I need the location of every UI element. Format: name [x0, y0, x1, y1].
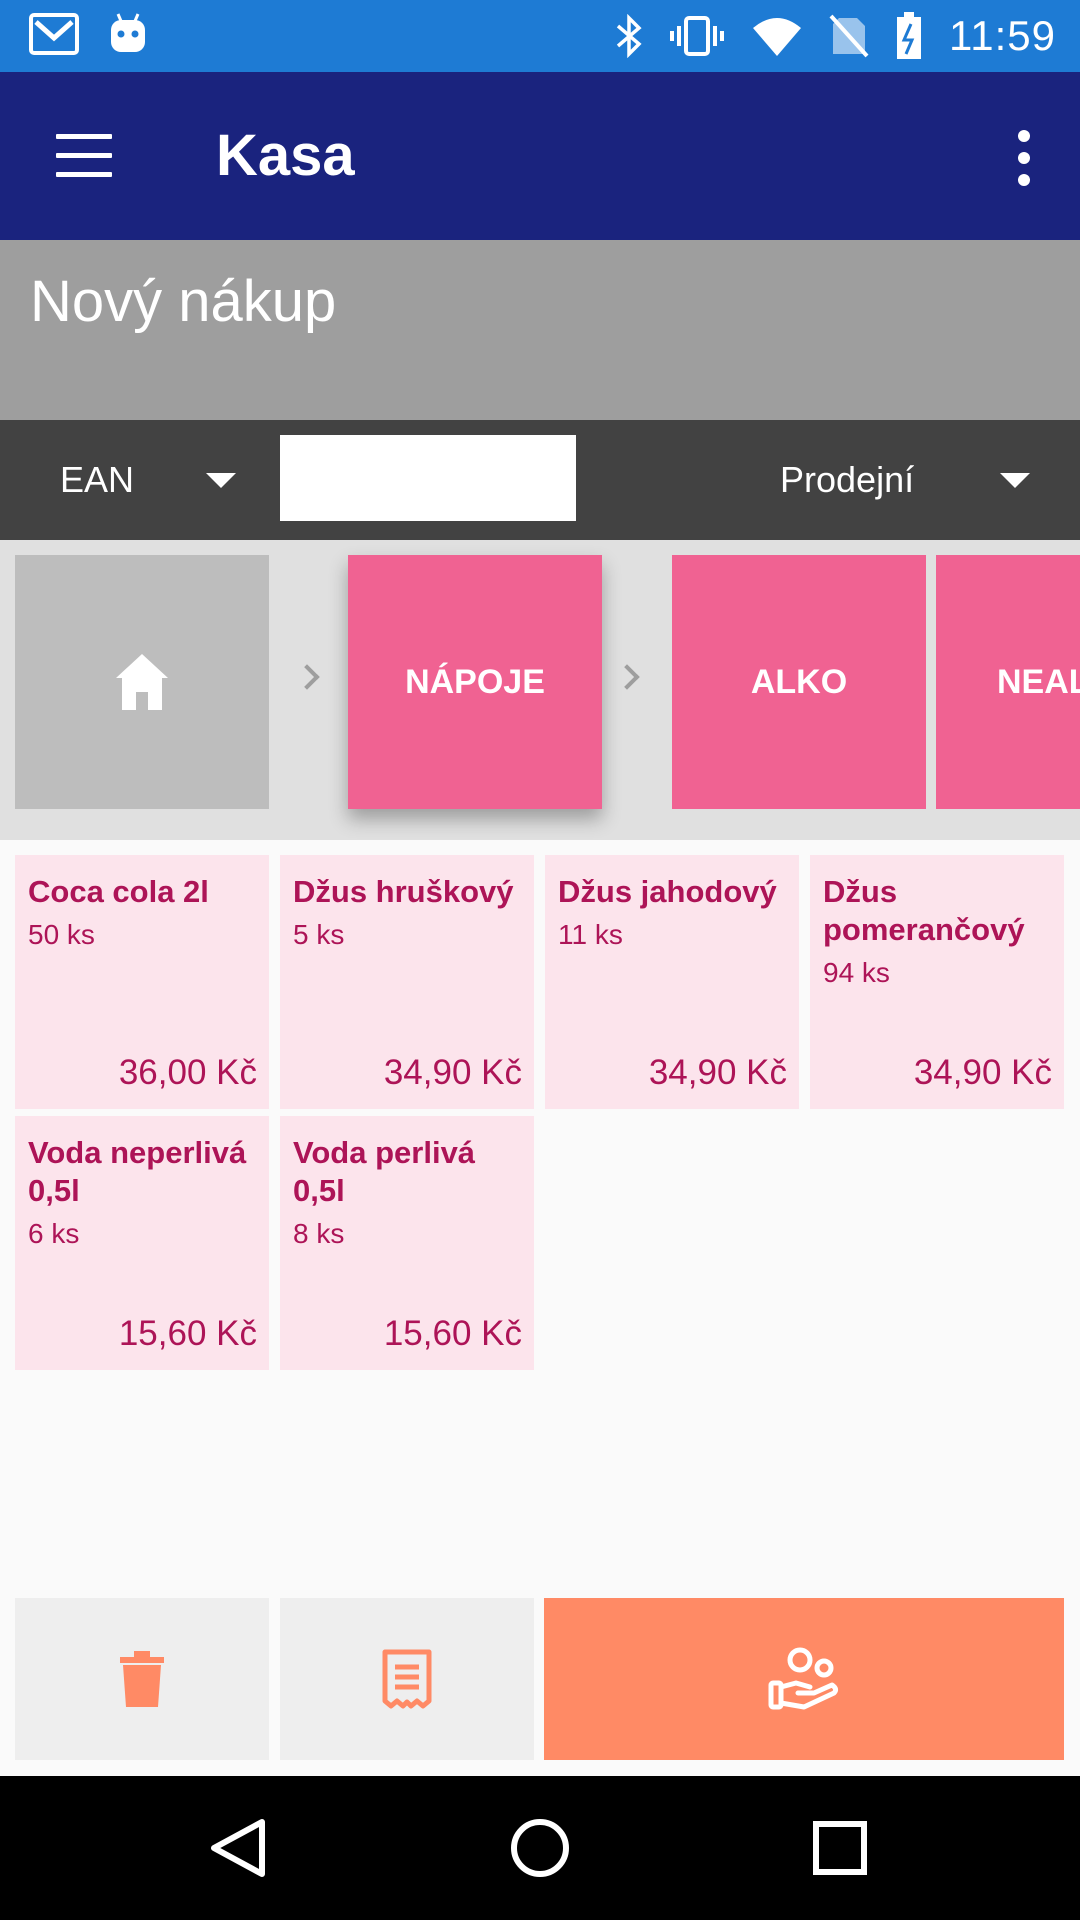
product-tile[interactable]: Džus jahodový 11 ks 34,90 Kč: [545, 855, 799, 1109]
gmail-icon: [29, 13, 79, 55]
category-nealko[interactable]: NEALKO: [936, 555, 1080, 809]
search-bar: EAN Prodejní: [0, 420, 1080, 540]
bluetooth-icon: [616, 14, 642, 58]
system-navigation-bar: [0, 1776, 1080, 1920]
product-name: Voda neperlivá 0,5l: [28, 1135, 247, 1208]
category-label: NEALKO: [997, 662, 1080, 701]
price-type-label: Prodejní: [780, 459, 915, 500]
category-alko[interactable]: ALKO: [672, 555, 926, 809]
category-label: ALKO: [750, 662, 848, 701]
vibrate-icon: [670, 16, 724, 56]
category-navigation: NÁPOJE ALKO NEALKO: [0, 540, 1080, 840]
receipt-icon: [382, 1649, 432, 1709]
home-category-button[interactable]: [15, 555, 269, 809]
recents-icon[interactable]: [800, 1808, 880, 1888]
product-tile[interactable]: Coca cola 2l 50 ks 36,00 Kč: [15, 855, 269, 1109]
product-quantity: 50 ks: [28, 919, 95, 950]
android-icon: [111, 13, 145, 52]
action-bar: [0, 1598, 1080, 1760]
product-name: Džus hruškový: [293, 874, 514, 909]
code-type-dropdown[interactable]: EAN: [60, 420, 236, 540]
product-quantity: 94 ks: [823, 957, 890, 988]
more-vert-icon[interactable]: [1016, 130, 1032, 186]
product-price: 15,60 Kč: [383, 1314, 522, 1353]
app-bar: Kasa: [0, 72, 1080, 240]
product-price: 34,90 Kč: [913, 1053, 1052, 1092]
product-quantity: 8 ks: [293, 1218, 345, 1249]
app-title: Kasa: [216, 123, 355, 188]
pay-customer-icon: [768, 1647, 839, 1710]
product-price: 34,90 Kč: [383, 1053, 522, 1092]
product-name: Coca cola 2l: [28, 874, 209, 909]
pay-button[interactable]: [544, 1598, 1064, 1760]
chevron-right-icon: [294, 664, 320, 690]
product-tile[interactable]: Džus pomerančový 94 ks 34,90 Kč: [810, 855, 1064, 1109]
product-tile[interactable]: Voda neperlivá 0,5l 6 ks 15,60 Kč: [15, 1116, 269, 1370]
chevron-right-icon: [614, 664, 640, 690]
price-type-dropdown[interactable]: Prodejní: [780, 420, 1030, 540]
status-bar: 11:59: [0, 0, 1080, 72]
clock: 11:59: [949, 12, 1056, 59]
product-quantity: 6 ks: [28, 1218, 80, 1249]
ean-search-input[interactable]: [280, 435, 576, 521]
product-name: Džus pomerančový: [823, 874, 1025, 947]
product-price: 34,90 Kč: [648, 1053, 787, 1092]
receipt-button[interactable]: [280, 1598, 534, 1760]
no-sim-icon: [829, 14, 869, 58]
battery-charging-icon: [897, 12, 921, 59]
product-price: 15,60 Kč: [118, 1314, 257, 1353]
home-icon: [116, 654, 168, 710]
category-label: NÁPOJE: [405, 662, 545, 701]
product-tile[interactable]: Džus hruškový 5 ks 34,90 Kč: [280, 855, 534, 1109]
wifi-icon: [753, 18, 801, 56]
code-type-label: EAN: [60, 459, 135, 500]
product-price: 36,00 Kč: [118, 1053, 257, 1092]
category-napoje[interactable]: NÁPOJE: [348, 555, 602, 809]
product-quantity: 5 ks: [293, 919, 345, 950]
product-quantity: 11 ks: [558, 919, 623, 950]
dropdown-arrow-icon: [206, 472, 236, 488]
back-icon[interactable]: [200, 1808, 280, 1888]
delete-button[interactable]: [15, 1598, 269, 1760]
product-name: Džus jahodový: [558, 874, 777, 909]
product-name: Voda perlivá 0,5l: [293, 1135, 476, 1208]
purchase-title: Nový nákup: [30, 269, 337, 334]
hamburger-menu-icon[interactable]: [56, 134, 112, 178]
delete-icon: [120, 1651, 164, 1707]
product-tile[interactable]: Voda perlivá 0,5l 8 ks 15,60 Kč: [280, 1116, 534, 1370]
home-nav-icon[interactable]: [500, 1808, 580, 1888]
purchase-header: Nový nákup: [0, 240, 1080, 420]
dropdown-arrow-icon: [1000, 472, 1030, 488]
